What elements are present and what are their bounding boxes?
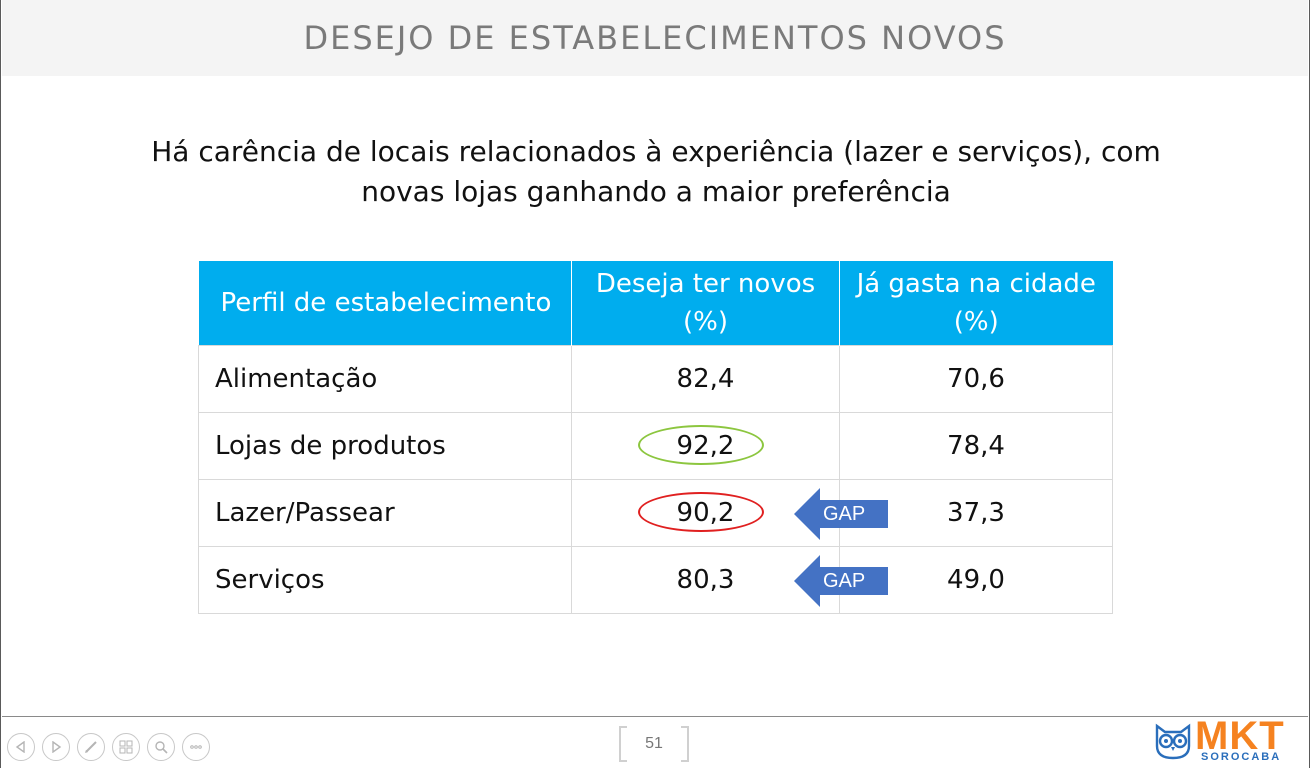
row-profile: Lojas de produtos (198, 412, 572, 480)
pen-icon[interactable] (77, 733, 105, 761)
table-header-row: Perfil de estabelecimento Deseja ter nov… (198, 261, 1113, 346)
row-spend: 37,3 (839, 479, 1113, 547)
row-profile: Serviços (198, 546, 572, 614)
table-row: Serviços 80,3 GAP 49,0 (198, 546, 1113, 614)
owl-icon (1155, 723, 1191, 760)
table-row: Lojas de produtos 92,2 78,4 (198, 412, 1113, 480)
logo-mkt-text: MKT (1195, 714, 1285, 758)
row-want-new: 90,2 GAP (571, 479, 888, 547)
header-want-new: Deseja ter novos (%) (571, 261, 840, 346)
want-new-value: 80,3 (676, 565, 735, 595)
header-profile: Perfil de estabelecimento (198, 261, 572, 346)
previous-slide-icon[interactable] (7, 733, 35, 761)
subtitle-line-2: novas lojas ganhando a maior preferência (361, 175, 951, 208)
establishment-table: Perfil de estabelecimento Deseja ter nov… (198, 261, 1113, 614)
row-spend: 78,4 (839, 412, 1113, 480)
header-spend: Já gasta na cidade (%) (839, 261, 1113, 346)
row-want-new: 80,3 GAP (571, 546, 888, 614)
row-want-new: 92,2 (571, 412, 840, 480)
green-highlight-ellipse (638, 425, 764, 465)
slide-subtitle: Há carência de locais relacionados à exp… (121, 132, 1191, 212)
bracket-right (681, 726, 689, 762)
zoom-icon[interactable] (147, 733, 175, 761)
row-spend: 49,0 (839, 546, 1113, 614)
next-slide-icon[interactable] (42, 733, 70, 761)
want-new-value: 82,4 (676, 364, 735, 394)
subtitle-line-1: Há carência de locais relacionados à exp… (151, 135, 1161, 168)
more-options-icon[interactable] (182, 733, 210, 761)
slideshow-controls (7, 733, 210, 763)
slide-title: DESEJO DE ESTABELECIMENTOS NOVOS (303, 19, 1007, 57)
mkt-sorocaba-logo: MKT SOROCABA (1151, 714, 1291, 764)
row-spend: 70,6 (839, 345, 1113, 413)
bracket-left (619, 726, 627, 762)
page-number: 51 (619, 726, 689, 762)
table-row: Lazer/Passear 90,2 GAP 37,3 (198, 479, 1113, 547)
table-row: Alimentação 82,4 70,6 (198, 345, 1113, 413)
red-highlight-ellipse (638, 492, 764, 532)
row-profile: Lazer/Passear (198, 479, 572, 547)
footer-divider (2, 716, 1308, 717)
row-want-new: 82,4 (571, 345, 840, 413)
logo-sorocaba-text: SOROCABA (1201, 751, 1282, 763)
title-band: DESEJO DE ESTABELECIMENTOS NOVOS (2, 0, 1308, 76)
row-profile: Alimentação (198, 345, 572, 413)
page-number-text: 51 (645, 735, 663, 752)
slides-grid-icon[interactable] (112, 733, 140, 761)
